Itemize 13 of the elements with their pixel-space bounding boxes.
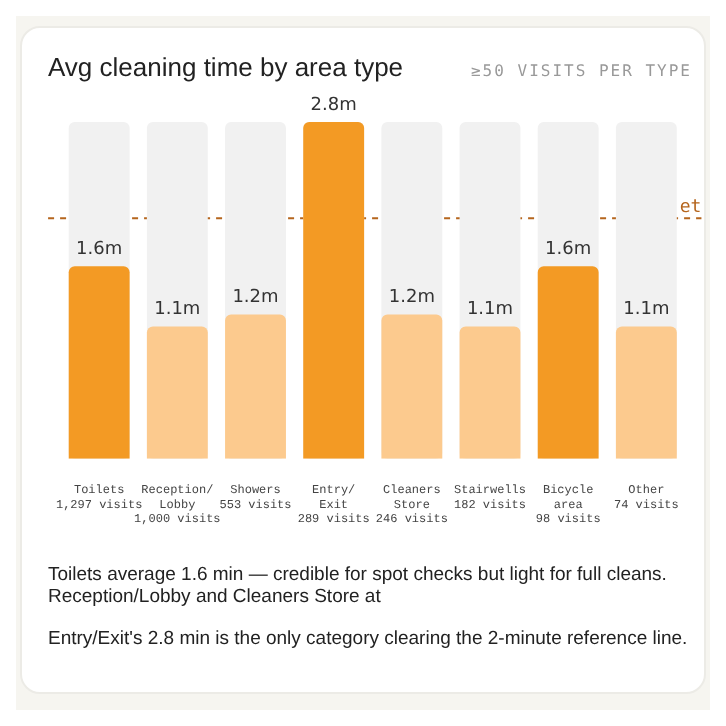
data-label: 1.6m	[545, 240, 592, 261]
text: Entry/Exit's 2.8 min is the only category clearing the 2-minute reference line.	[48, 627, 690, 652]
data-label: 1.1m	[623, 300, 670, 321]
chart-title: Avg cleaning time by area type	[48, 52, 404, 82]
text: Toilets average 1.6 min — credible for spot checks but light for full cleans. Reception/Lobby and Cleaners Store at	[48, 564, 669, 610]
data-label: 1.2m	[388, 288, 435, 309]
chart-subtitle: ≥50 VISITS PER TYPE	[470, 62, 692, 80]
data-label: 1.2m	[232, 288, 279, 309]
data-label: 2.8m	[310, 95, 357, 116]
data-label: 1.1m	[154, 300, 201, 321]
data-label: 1.1m	[466, 300, 514, 321]
ref-line-label: et	[679, 197, 702, 218]
data-label: 1.6m	[76, 240, 123, 261]
